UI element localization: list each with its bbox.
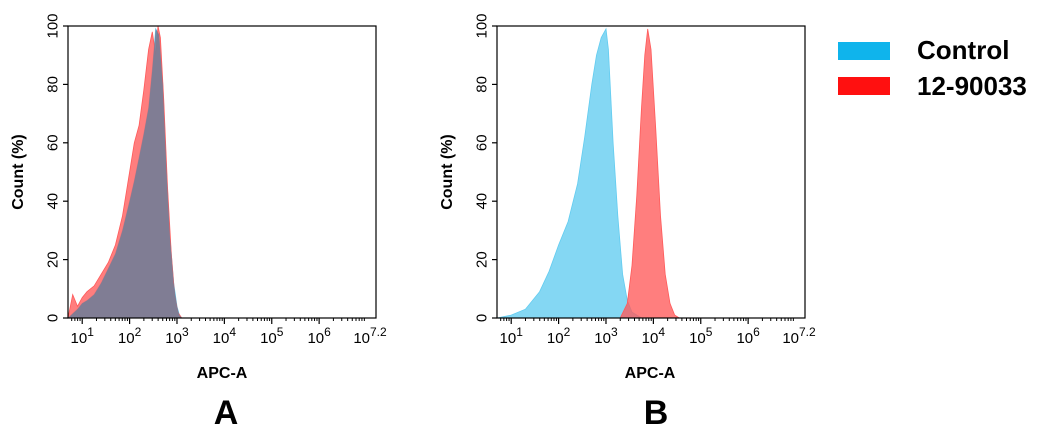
x-axis-title-b: APC-A	[625, 365, 676, 382]
y-tick-label-b-2: 40	[474, 193, 491, 210]
legend-swatch-12-90033	[838, 77, 890, 95]
legend: Control 12-90033	[838, 35, 1027, 101]
y-axis-title-a: Count (%)	[10, 134, 27, 210]
y-tick-label-b-4: 80	[474, 76, 491, 93]
y-tick-label-b-5: 100	[474, 13, 491, 38]
y-tick-label-b-3: 60	[474, 134, 491, 151]
y-tick-label-a-3: 60	[45, 134, 62, 151]
x-tick-label-b-4: 105	[689, 325, 713, 347]
histogram-b-series	[497, 27, 681, 318]
x-tick-label-b-last: 107.2	[782, 325, 816, 347]
y-tick-label-a-1: 20	[45, 251, 62, 268]
y-tick-label-a-2: 40	[45, 193, 62, 210]
series-area-b-12-90033	[619, 28, 681, 318]
legend-label-12-90033: 12-90033	[917, 71, 1027, 101]
x-tick-label-a-5: 106	[307, 325, 331, 347]
legend-label-control: Control	[917, 35, 1009, 65]
y-tick-label-a-0: 0	[45, 314, 62, 322]
histogram-a-axes: 0 20 40 60 80 100 101 102 103 104 105 106 107.2	[45, 13, 388, 347]
x-tick-label-b-2: 103	[594, 325, 618, 347]
legend-swatch-control	[838, 42, 890, 60]
x-tick-label-b-5: 106	[736, 325, 760, 347]
x-tick-label-a-2: 103	[165, 325, 189, 347]
x-tick-label-b-1: 102	[547, 325, 571, 347]
histogram-a-series	[68, 26, 183, 318]
x-tick-label-a-3: 104	[213, 325, 237, 347]
panel-label-a: A	[214, 394, 239, 432]
y-axis-title-b: Count (%)	[439, 134, 456, 210]
x-tick-label-b-3: 104	[642, 325, 666, 347]
panel-label-b: B	[644, 394, 669, 432]
y-tick-label-b-0: 0	[474, 314, 491, 322]
x-tick-label-a-4: 105	[260, 325, 284, 347]
y-tick-label-a-4: 80	[45, 76, 62, 93]
histogram-panel-a: 0 20 40 60 80 100 101 102 103 104 105 106 107.2 APC-…	[10, 13, 387, 432]
y-tick-label-b-1: 20	[474, 251, 491, 268]
overlap-area-a	[68, 28, 182, 318]
x-tick-label-b-0: 101	[500, 325, 524, 347]
x-tick-label-a-0: 101	[71, 325, 95, 347]
y-tick-label-a-5: 100	[45, 13, 62, 38]
x-tick-label-a-1: 102	[118, 325, 142, 347]
x-tick-label-a-last: 107.2	[353, 325, 387, 347]
x-axis-title-a: APC-A	[197, 365, 248, 382]
histogram-panel-b: 0 20 40 60 80 100 101 102 103 104 105 106 107.2 APC-…	[439, 13, 816, 432]
series-area-b-control	[497, 27, 647, 318]
histogram-b-axes: 0 20 40 60 80 100 101 102 103 104 105 106 107.2	[474, 13, 817, 347]
